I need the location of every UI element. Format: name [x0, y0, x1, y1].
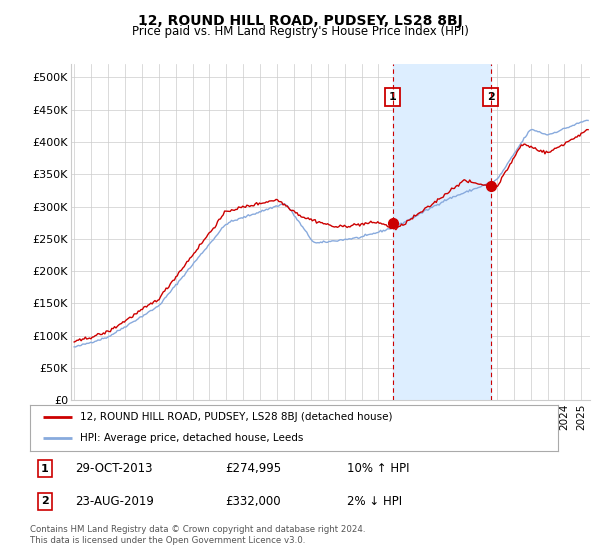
Text: 10% ↑ HPI: 10% ↑ HPI: [347, 463, 409, 475]
Bar: [392, 64, 491, 400]
Text: £332,000: £332,000: [226, 494, 281, 508]
Text: 29-OCT-2013: 29-OCT-2013: [75, 463, 152, 475]
Text: Contains HM Land Registry data © Crown copyright and database right 2024.
This d: Contains HM Land Registry data © Crown c…: [30, 525, 365, 545]
Text: 2% ↓ HPI: 2% ↓ HPI: [347, 494, 402, 508]
Text: Price paid vs. HM Land Registry's House Price Index (HPI): Price paid vs. HM Land Registry's House …: [131, 25, 469, 38]
Text: 12, ROUND HILL ROAD, PUDSEY, LS28 8BJ (detached house): 12, ROUND HILL ROAD, PUDSEY, LS28 8BJ (d…: [80, 412, 392, 422]
Text: 23-AUG-2019: 23-AUG-2019: [75, 494, 154, 508]
Text: 2: 2: [41, 496, 49, 506]
Text: 1: 1: [41, 464, 49, 474]
Text: 2: 2: [487, 92, 494, 102]
Text: HPI: Average price, detached house, Leeds: HPI: Average price, detached house, Leed…: [80, 433, 304, 444]
Text: 12, ROUND HILL ROAD, PUDSEY, LS28 8BJ: 12, ROUND HILL ROAD, PUDSEY, LS28 8BJ: [137, 14, 463, 28]
Text: 1: 1: [389, 92, 397, 102]
Text: £274,995: £274,995: [226, 463, 281, 475]
